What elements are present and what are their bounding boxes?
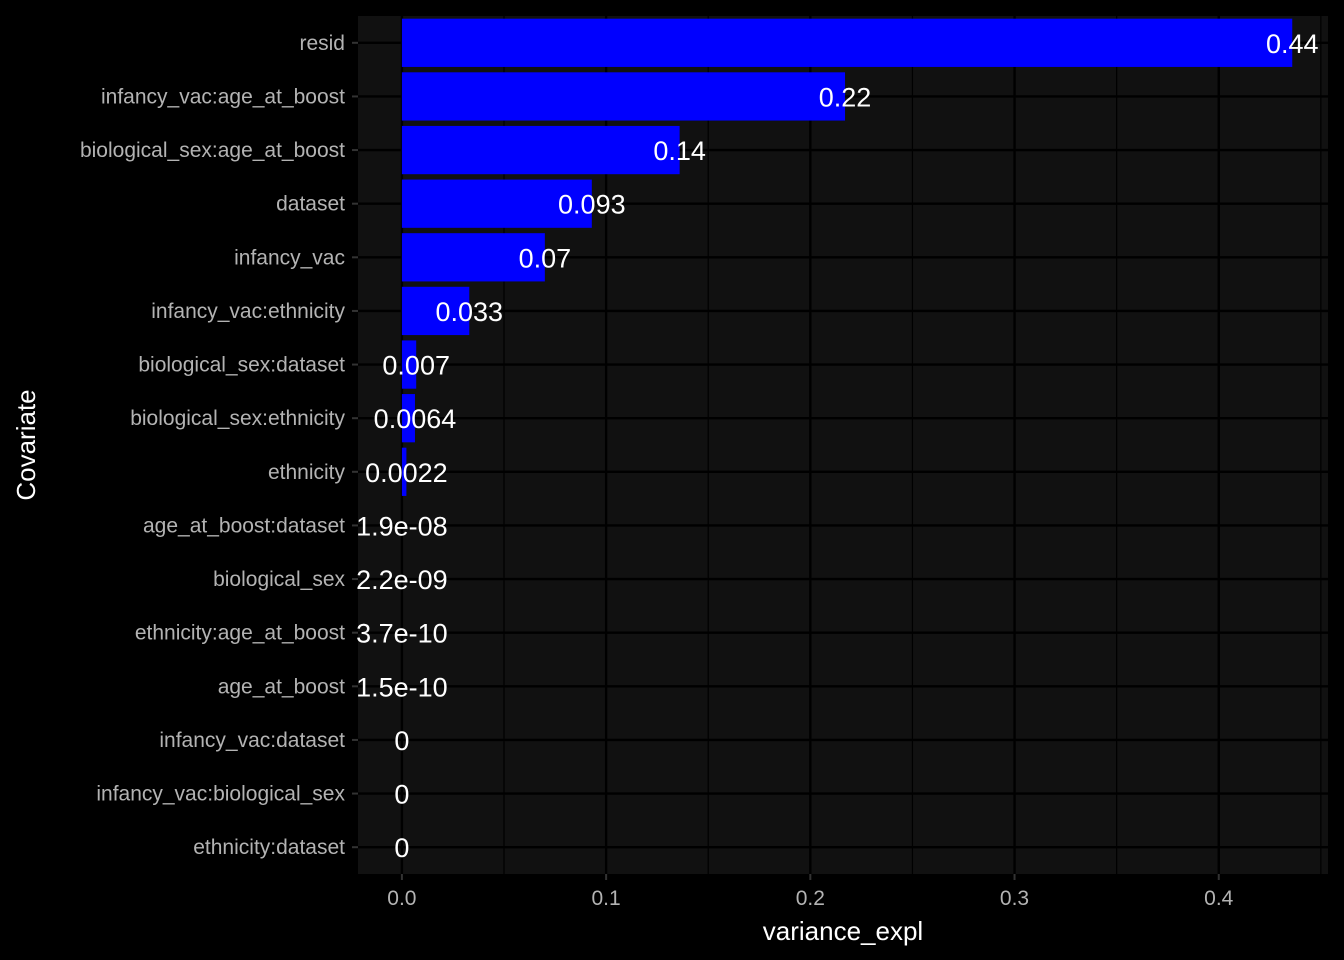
bar (401, 18, 1293, 67)
y-tick-label: biological_sex:dataset (138, 354, 345, 377)
data-label: 0.14 (653, 136, 706, 166)
data-label: 0 (394, 833, 409, 863)
y-tick-label: biological_sex (213, 568, 345, 591)
x-tick-label: 0.2 (796, 887, 825, 910)
data-label-layer: 0.44 0.22 0.14 0.093 0.07 0.033 0.007 0.0064 0.0… (356, 29, 1318, 863)
x-tick-label: 0.0 (387, 887, 416, 910)
y-tick-label: resid (299, 32, 345, 55)
y-tick-label: infancy_vac:dataset (159, 729, 345, 752)
y-tick-label: biological_sex:ethnicity (130, 407, 345, 430)
x-axis: 0.0 0.1 0.2 0.3 0.4 (387, 874, 1234, 910)
data-label: 1.5e-10 (356, 672, 448, 702)
y-tick-label: age_at_boost:dataset (143, 514, 345, 537)
y-tick-label: biological_sex:age_at_boost (80, 139, 345, 162)
data-label: 0.22 (819, 82, 872, 112)
y-tick-label: age_at_boost (218, 675, 345, 698)
y-tick-label: infancy_vac (234, 246, 345, 269)
data-label: 0.07 (519, 243, 572, 273)
x-tick-label: 0.1 (592, 887, 621, 910)
bar (401, 125, 680, 175)
data-label: 1.9e-08 (356, 511, 448, 541)
bar (401, 394, 415, 443)
bar (401, 447, 407, 496)
x-axis-title: variance_expl (763, 916, 923, 946)
x-tick-label: 0.3 (1000, 887, 1029, 910)
bar (401, 179, 592, 228)
y-tick-label: ethnicity:age_at_boost (135, 622, 345, 645)
y-tick-label: ethnicity:dataset (193, 836, 345, 859)
data-label: 0 (394, 780, 409, 810)
y-tick-label: ethnicity (268, 461, 346, 484)
y-tick-label: infancy_vac:ethnicity (151, 300, 345, 323)
y-tick-label: infancy_vac:biological_sex (96, 783, 345, 806)
data-label: 0.007 (382, 351, 450, 381)
y-tick-label: infancy_vac:age_at_boost (101, 85, 345, 108)
bar (401, 72, 846, 121)
data-label: 0.033 (436, 297, 504, 327)
bar (401, 340, 417, 389)
bar-layer (401, 18, 1293, 550)
x-tick-label: 0.4 (1204, 887, 1234, 910)
data-label: 0.0064 (374, 404, 457, 434)
data-label: 0.44 (1266, 29, 1319, 59)
data-label: 0.0022 (365, 458, 448, 488)
data-label: 2.2e-09 (356, 565, 448, 595)
data-label: 0 (394, 726, 409, 756)
y-tick-label: dataset (276, 193, 345, 216)
y-axis: resid infancy_vac:age_at_boost biological_… (80, 32, 358, 859)
data-label: 0.093 (558, 190, 626, 220)
data-label: 3.7e-10 (356, 619, 448, 649)
bar (401, 286, 470, 336)
bar (401, 233, 545, 282)
y-axis-title: Covariate (11, 389, 41, 500)
